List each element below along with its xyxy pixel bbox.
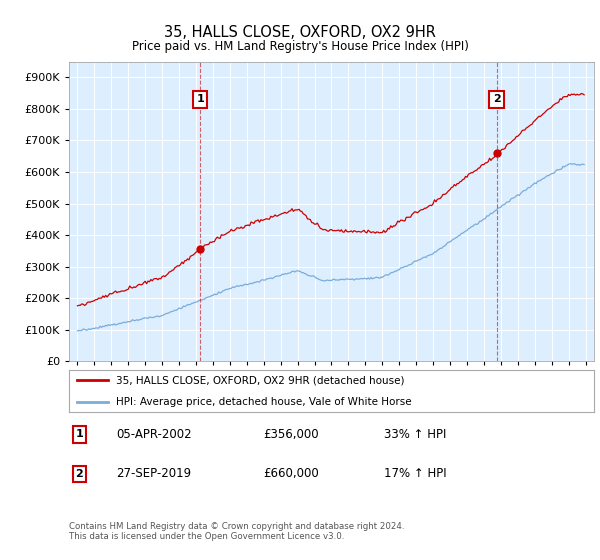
Text: Price paid vs. HM Land Registry's House Price Index (HPI): Price paid vs. HM Land Registry's House …	[131, 40, 469, 53]
Text: 1: 1	[196, 95, 204, 105]
Text: 35, HALLS CLOSE, OXFORD, OX2 9HR (detached house): 35, HALLS CLOSE, OXFORD, OX2 9HR (detach…	[116, 375, 405, 385]
Text: £660,000: £660,000	[263, 467, 319, 480]
Text: 33% ↑ HPI: 33% ↑ HPI	[384, 428, 446, 441]
Text: 2: 2	[493, 95, 500, 105]
Text: 17% ↑ HPI: 17% ↑ HPI	[384, 467, 446, 480]
Text: HPI: Average price, detached house, Vale of White Horse: HPI: Average price, detached house, Vale…	[116, 398, 412, 407]
Text: 35, HALLS CLOSE, OXFORD, OX2 9HR: 35, HALLS CLOSE, OXFORD, OX2 9HR	[164, 25, 436, 40]
Text: 1: 1	[76, 430, 83, 440]
Text: £356,000: £356,000	[263, 428, 319, 441]
Text: 05-APR-2002: 05-APR-2002	[116, 428, 192, 441]
Text: 27-SEP-2019: 27-SEP-2019	[116, 467, 191, 480]
Text: Contains HM Land Registry data © Crown copyright and database right 2024.
This d: Contains HM Land Registry data © Crown c…	[69, 522, 404, 542]
Text: 2: 2	[76, 469, 83, 479]
